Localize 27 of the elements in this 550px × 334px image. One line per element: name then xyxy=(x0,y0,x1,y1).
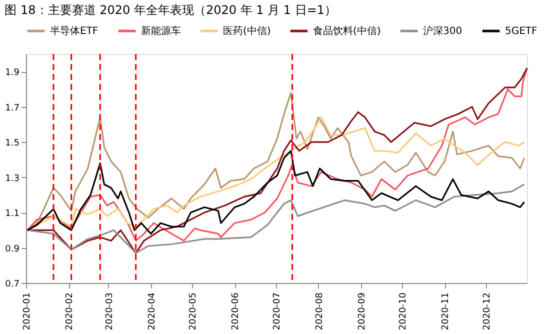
y-tick-label: 1.1 xyxy=(5,209,20,220)
x-tick-label: 2020-09 xyxy=(357,292,368,330)
legend-label: 5GETF xyxy=(505,26,538,37)
y-tick-label: 0.7 xyxy=(5,280,20,290)
y-tick-label: 1.5 xyxy=(5,138,20,149)
x-tick-label: 2020-04 xyxy=(147,292,158,330)
y-tick-label: 1.7 xyxy=(5,103,20,114)
chart-title: 图 18：主要赛道 2020 年全年表现（2020 年 1 月 1 日=1） xyxy=(4,3,337,17)
legend-label: 新能源车 xyxy=(141,25,181,37)
x-tick-label: 2020-02 xyxy=(65,292,76,330)
line-series xyxy=(26,150,526,234)
x-tick-label: 2020-10 xyxy=(398,292,409,330)
legend-label: 半导体ETF xyxy=(50,25,98,37)
x-tick-label: 2020-01 xyxy=(22,292,32,330)
x-tick-label: 2020-11 xyxy=(441,292,452,330)
x-tick-label: 2020-08 xyxy=(314,292,325,330)
legend-label: 沪深300 xyxy=(423,25,462,37)
legend-label: 医药(中信) xyxy=(223,25,271,37)
y-tick-label: 0.9 xyxy=(5,244,20,254)
y-tick-label: 1.9 xyxy=(5,68,20,78)
y-tick-label: 1.3 xyxy=(5,174,20,184)
x-tick-label: 2020-03 xyxy=(104,292,115,330)
legend-label: 食品饮料(中信) xyxy=(313,25,381,37)
x-tick-label: 2020-05 xyxy=(188,292,199,330)
x-tick-label: 2020-12 xyxy=(482,292,492,330)
x-tick-label: 2020-07 xyxy=(272,292,282,330)
x-tick-label: 2020-06 xyxy=(231,292,242,330)
